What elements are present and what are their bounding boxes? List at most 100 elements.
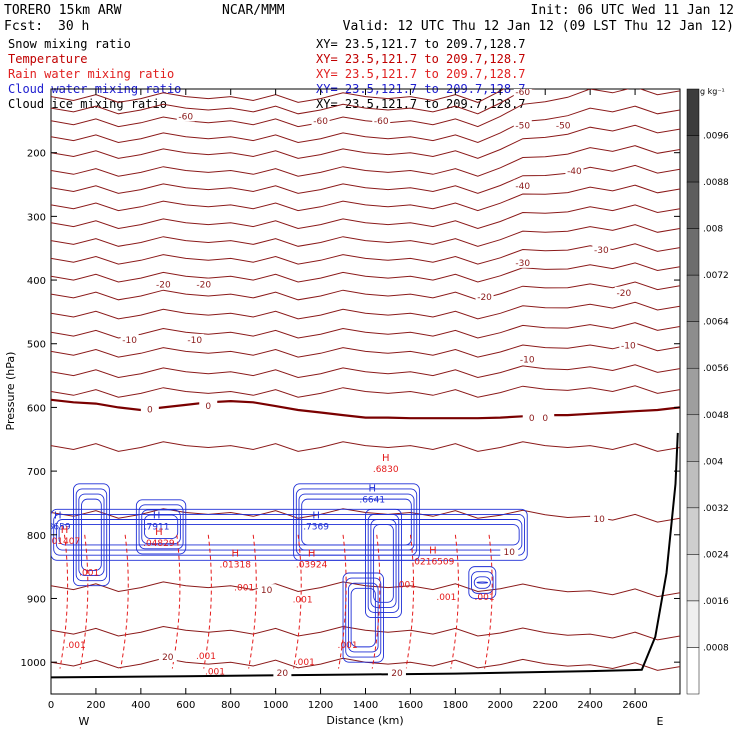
isotherm-label: 10 [504,548,516,558]
x-tick-label: 0 [48,700,54,711]
isotherm-label-bg [619,339,638,351]
rain-water-contour [79,534,89,669]
isotherm-label-bg [513,179,532,191]
colorbar-swatch [686,228,700,276]
maximum-symbol: H [368,484,376,495]
isotherm-line [51,364,680,379]
isotherm-label: -20 [616,289,631,299]
isotherm-line [51,184,680,212]
cloud-water-contour [138,504,184,550]
isotherm-label-bg [158,651,177,663]
isotherm-label: 20 [391,669,403,679]
maximum-value: .0216509 [411,557,454,567]
rain-water-contour [203,534,212,669]
isotherm-line [51,145,680,177]
maximum-symbol: H [231,549,239,560]
isotherm-line [51,124,680,159]
field-name: Cloud ice mixing ratio [8,97,167,111]
isotherm-label-bg [372,114,391,126]
init-time: Init: 06 UTC Wed 11 Jan 12 [531,3,735,18]
isotherm-label-bg [513,89,532,98]
colorbar-label: .0088 [703,178,729,188]
rain-water-label: .001 [475,593,495,603]
field-name: Rain water mixing ratio [8,67,174,81]
isotherm-line [51,89,505,103]
isotherm-line [51,105,680,144]
contour-layer: -60 -60 -60 -60 -50 -50 -40 -40 -30 -30 -20 -20 -20 -… [51,88,680,679]
x-tick-label: 1400 [353,700,378,711]
colorbar: .0096 .0088 .008 .0072 .0064 .0056 .0048 .004 .0… [686,88,729,695]
isotherm-label-bg [387,666,406,678]
rain-water-contour [171,534,181,669]
isotherm-label: -60 [515,88,530,98]
axes: 0 200 400 600 800 1000 1200 1400 1600 1800 2000 220… [21,89,680,711]
isotherm-label: 0 [205,402,211,412]
colorbar-swatch [686,461,700,509]
x-tick-label: 2200 [532,700,557,711]
y-tick-label: 300 [27,212,46,223]
isotherm-line [51,89,536,115]
rain-water-contour [405,534,415,669]
cloud-water-contour [347,582,379,653]
isotherm-label: -20 [156,281,171,291]
maximum-value: .01318 [219,561,251,571]
cloud-water-contour [476,581,489,584]
cloud-water-contour [75,488,108,582]
colorbar-swatch [686,414,700,462]
isotherm-label-bg [500,545,519,557]
colorbar-label: .0016 [703,597,729,607]
x-end-west: W [79,715,90,728]
rain-water-label: .001 [396,580,416,590]
isotherm-label-bg [592,244,611,256]
rain-water-contour [120,534,129,669]
maximum-symbol: H [429,545,437,556]
isotherm-label-bg [475,291,494,303]
rain-water-label: .001 [293,596,313,606]
isotherm-label-bg [536,412,555,424]
maximum-symbol: H [54,510,62,521]
isotherm-label: -50 [515,121,530,131]
isotherm-label: -10 [187,336,202,346]
cloud-water-contour [301,498,412,546]
isotherm-label-bg [199,400,218,412]
colorbar-swatch [686,647,700,695]
isotherm-label-bg [154,278,173,290]
rain-water-label: .001 [436,593,456,603]
isotherm-label: -50 [556,121,571,131]
maximum-value: .6641 [359,496,385,506]
isotherm-label-bg [140,403,159,415]
rain-water-contour [59,534,69,669]
field-name: Snow mixing ratio [8,37,131,51]
isotherm-label: -20 [196,281,211,291]
field-name: Temperature [8,52,87,66]
isotherm-label-bg [565,165,584,177]
rain-water-label: .001 [234,584,254,594]
rain-water-contour [450,534,459,669]
maximum-value: .03924 [296,561,328,571]
cloud-water-contour [58,524,520,546]
field-xy-range: XY= 23.5,121.7 to 209.7,128.7 [316,37,526,51]
forecast-label: Fcst: [4,19,43,34]
x-tick-label: 200 [86,700,105,711]
isotherm-line [51,243,680,265]
plot-area: -60 -60 -60 -60 -50 -50 -40 -40 -30 -30 -20 -20 -20 -… [51,88,680,679]
maximum-symbol: H [155,527,163,538]
maximum-symbol: H [61,525,69,536]
forecast-value: 30 h [58,19,89,34]
maximum-value: .04829 [143,539,175,549]
cloud-water-contour [141,509,181,545]
x-end-east: E [657,715,664,728]
x-tick-label: 1600 [398,700,423,711]
isotherm-label-bg [518,353,537,365]
maximum-value: .7369 [303,522,329,532]
x-tick-label: 1800 [443,700,468,711]
isotherm-label: -10 [122,336,137,346]
x-tick-label: 400 [131,700,150,711]
rain-water-label: .001 [205,668,225,678]
isotherm-label: -20 [477,293,492,303]
isotherm-label: 0 [147,405,153,415]
isotherm-line [51,204,680,230]
isotherm-label: 20 [162,653,174,663]
isotherm-label-bg [273,666,292,678]
colorbar-swatch [686,88,700,136]
